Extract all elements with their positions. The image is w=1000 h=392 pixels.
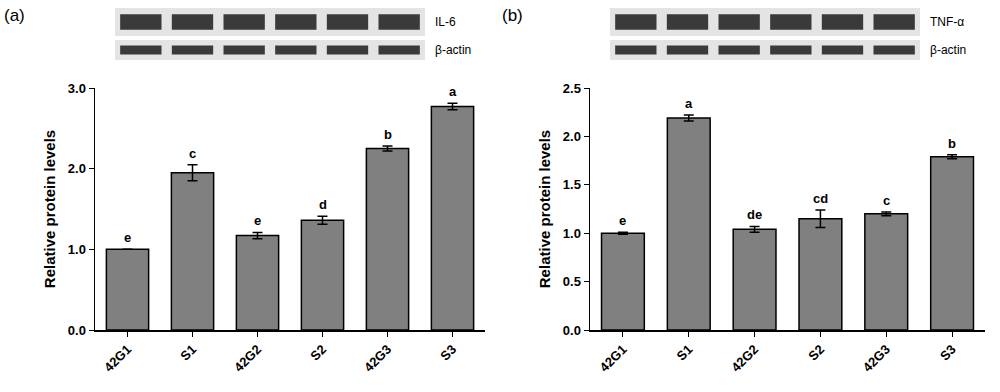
svg-text:b: b <box>948 136 956 151</box>
svg-text:42G1: 42G1 <box>101 342 134 375</box>
svg-text:S2: S2 <box>805 342 827 364</box>
svg-text:42G3: 42G3 <box>361 342 394 375</box>
svg-text:TNF-α: TNF-α <box>930 15 964 29</box>
svg-text:0.0: 0.0 <box>68 323 86 338</box>
svg-text:Relative protein levels: Relative protein levels <box>41 130 58 288</box>
svg-text:0.0: 0.0 <box>563 323 581 338</box>
svg-text:2.0: 2.0 <box>68 161 86 176</box>
svg-text:42G1: 42G1 <box>597 342 630 375</box>
svg-text:(b): (b) <box>502 6 523 25</box>
svg-text:b: b <box>384 127 392 142</box>
svg-text:e: e <box>619 213 626 228</box>
svg-text:a: a <box>449 84 457 99</box>
svg-text:de: de <box>747 207 762 222</box>
svg-text:S1: S1 <box>674 342 696 364</box>
svg-text:Relative protein levels: Relative protein levels <box>536 130 553 288</box>
svg-text:S1: S1 <box>177 342 199 364</box>
svg-text:IL-6: IL-6 <box>435 15 456 29</box>
svg-text:2.5: 2.5 <box>563 81 581 96</box>
svg-text:42G2: 42G2 <box>231 342 264 375</box>
svg-text:d: d <box>319 197 327 212</box>
svg-text:42G3: 42G3 <box>860 342 893 375</box>
svg-text:0.5: 0.5 <box>563 274 581 289</box>
svg-text:2.0: 2.0 <box>563 129 581 144</box>
svg-text:c: c <box>189 146 196 161</box>
svg-text:c: c <box>883 193 890 208</box>
svg-text:1.5: 1.5 <box>563 177 581 192</box>
svg-text:a: a <box>685 96 693 111</box>
svg-text:β-actin: β-actin <box>930 43 966 57</box>
svg-text:3.0: 3.0 <box>68 81 86 96</box>
svg-text:cd: cd <box>813 191 828 206</box>
svg-text:(a): (a) <box>4 6 25 25</box>
svg-text:1.0: 1.0 <box>563 226 581 241</box>
svg-text:S2: S2 <box>307 342 329 364</box>
svg-text:β-actin: β-actin <box>435 43 471 57</box>
svg-text:1.0: 1.0 <box>68 242 86 257</box>
svg-text:S3: S3 <box>937 342 959 364</box>
svg-text:e: e <box>254 213 261 228</box>
svg-text:S3: S3 <box>437 342 459 364</box>
svg-text:42G2: 42G2 <box>728 342 761 375</box>
svg-text:e: e <box>124 230 131 245</box>
